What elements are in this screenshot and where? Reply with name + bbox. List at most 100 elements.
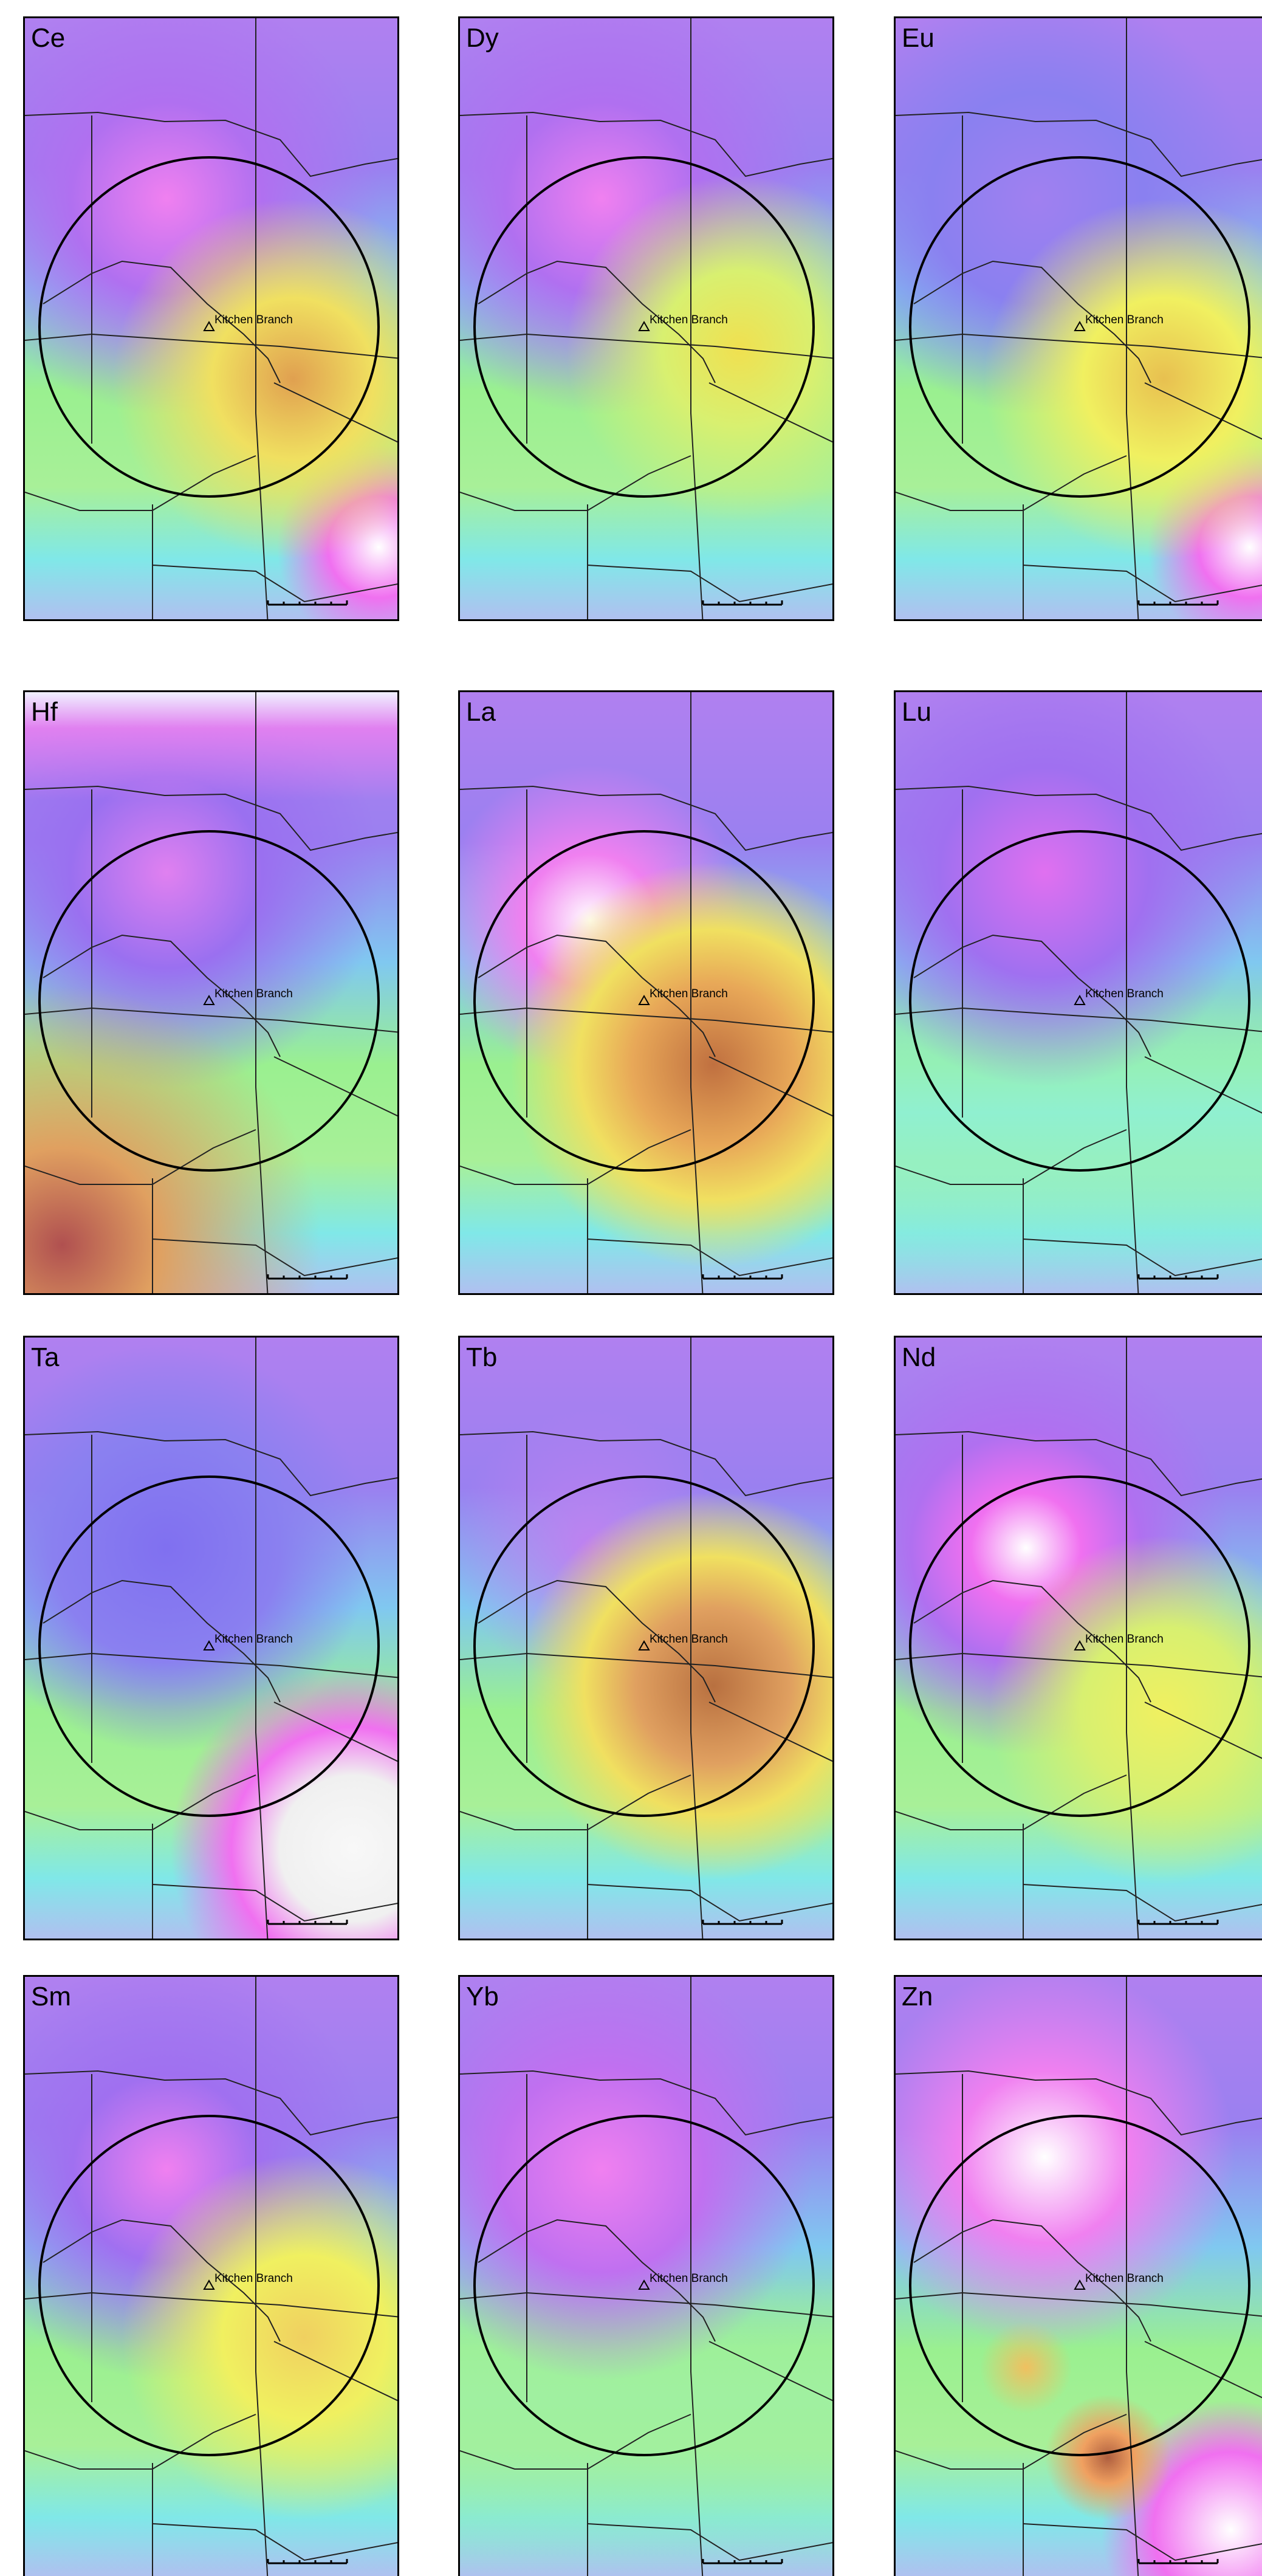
site-marker — [204, 1641, 214, 1650]
boundary — [25, 334, 399, 359]
map-overlay — [896, 1977, 1262, 2576]
site-marker — [204, 322, 214, 331]
boundary — [896, 2071, 1262, 2135]
site-marker — [1075, 2281, 1085, 2289]
site-label: Kitchen Branch — [214, 2272, 293, 2286]
boundary — [460, 334, 834, 359]
site-label: Kitchen Branch — [214, 314, 293, 327]
boundary — [896, 383, 1262, 602]
radius-circle — [910, 157, 1249, 496]
map-panel: Nd Kitchen Branch — [894, 1336, 1262, 1940]
radius-circle — [910, 2116, 1249, 2455]
boundary — [460, 112, 834, 176]
radius-circle — [910, 831, 1249, 1170]
element-label: Zn — [902, 1982, 933, 2012]
element-label: Dy — [466, 23, 499, 53]
boundary — [896, 1702, 1262, 1921]
radius-circle — [475, 1477, 814, 1816]
boundary — [25, 2341, 399, 2560]
radius-circle — [39, 2116, 379, 2455]
radius-circle — [39, 831, 379, 1170]
radius-circle — [475, 831, 814, 1170]
boundary — [460, 2293, 834, 2317]
boundary — [25, 2071, 399, 2135]
site-marker — [1075, 322, 1085, 331]
boundary — [896, 1008, 1262, 1032]
map-overlay — [896, 1338, 1262, 1940]
site-label: Kitchen Branch — [1085, 987, 1164, 1001]
map-overlay — [460, 18, 834, 621]
map-panel: La Kitchen Branch — [458, 690, 834, 1295]
map-overlay — [25, 18, 399, 621]
boundary — [460, 1008, 834, 1032]
map-panel: Eu Kitchen Branch — [894, 16, 1262, 621]
boundary — [460, 1702, 834, 1921]
boundary — [460, 786, 834, 850]
boundary — [25, 786, 399, 850]
boundary — [896, 2341, 1262, 2560]
site-label: Kitchen Branch — [1085, 2272, 1164, 2286]
site-marker — [639, 322, 649, 331]
site-label: Kitchen Branch — [650, 987, 728, 1001]
boundary — [25, 112, 399, 176]
map-panel: Tb Kitchen Branch — [458, 1336, 834, 1940]
map-panel: Ce Kitchen Branch — [23, 16, 399, 621]
site-marker — [1075, 1641, 1085, 1650]
map-grid: Ce Kitchen Branch Dy Kitchen Branch Eu Kitche… — [0, 0, 1262, 2576]
boundary — [896, 786, 1262, 850]
site-label: Kitchen Branch — [650, 314, 728, 327]
boundary — [896, 1432, 1262, 1496]
boundary — [460, 1057, 834, 1276]
element-label: Yb — [466, 1982, 499, 2012]
site-marker — [639, 1641, 649, 1650]
boundary — [25, 383, 399, 602]
element-label: Ce — [31, 23, 65, 53]
boundary — [896, 1654, 1262, 1678]
boundary — [460, 1432, 834, 1496]
site-marker — [639, 2281, 649, 2289]
element-label: Eu — [902, 23, 934, 53]
boundary — [896, 2293, 1262, 2317]
map-overlay — [460, 1977, 834, 2576]
element-label: Lu — [902, 697, 931, 727]
boundary — [896, 334, 1262, 359]
radius-circle — [39, 157, 379, 496]
map-panel: Yb Kitchen Branch — [458, 1975, 834, 2576]
map-overlay — [25, 692, 399, 1295]
boundary — [25, 2293, 399, 2317]
boundary — [25, 1654, 399, 1678]
site-marker — [204, 996, 214, 1005]
element-label: Nd — [902, 1342, 936, 1373]
element-label: Sm — [31, 1982, 71, 2012]
site-label: Kitchen Branch — [650, 1633, 728, 1646]
boundary — [25, 1057, 399, 1276]
radius-circle — [39, 1477, 379, 1816]
map-panel: Zn Kitchen Branch — [894, 1975, 1262, 2576]
map-overlay — [896, 18, 1262, 621]
site-label: Kitchen Branch — [214, 987, 293, 1001]
site-label: Kitchen Branch — [1085, 1633, 1164, 1646]
boundary — [460, 383, 834, 602]
site-label: Kitchen Branch — [1085, 314, 1164, 327]
site-label: Kitchen Branch — [650, 2272, 728, 2286]
map-overlay — [25, 1338, 399, 1940]
boundary — [25, 1702, 399, 1921]
boundary — [460, 2341, 834, 2560]
element-label: Hf — [31, 697, 58, 727]
site-label: Kitchen Branch — [214, 1633, 293, 1646]
boundary — [896, 112, 1262, 176]
element-label: La — [466, 697, 496, 727]
radius-circle — [475, 2116, 814, 2455]
radius-circle — [910, 1477, 1249, 1816]
boundary — [25, 1432, 399, 1496]
map-panel: Hf Kitchen Branch — [23, 690, 399, 1295]
map-overlay — [460, 692, 834, 1295]
boundary — [460, 1654, 834, 1678]
site-marker — [1075, 996, 1085, 1005]
map-overlay — [25, 1977, 399, 2576]
radius-circle — [475, 157, 814, 496]
map-panel: Sm Kitchen Branch — [23, 1975, 399, 2576]
element-label: Tb — [466, 1342, 497, 1373]
boundary — [460, 2071, 834, 2135]
map-overlay — [896, 692, 1262, 1295]
